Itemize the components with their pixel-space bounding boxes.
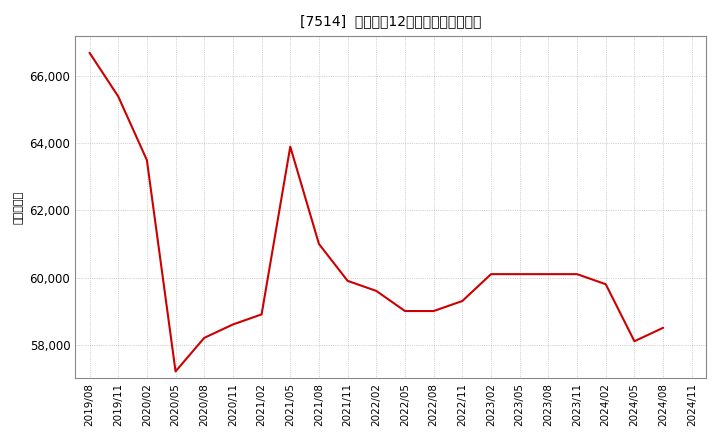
Title: [7514]  売上高の12か月移動合計の推移: [7514] 売上高の12か月移動合計の推移 (300, 14, 482, 28)
Y-axis label: （百万円）: （百万円） (14, 191, 24, 224)
